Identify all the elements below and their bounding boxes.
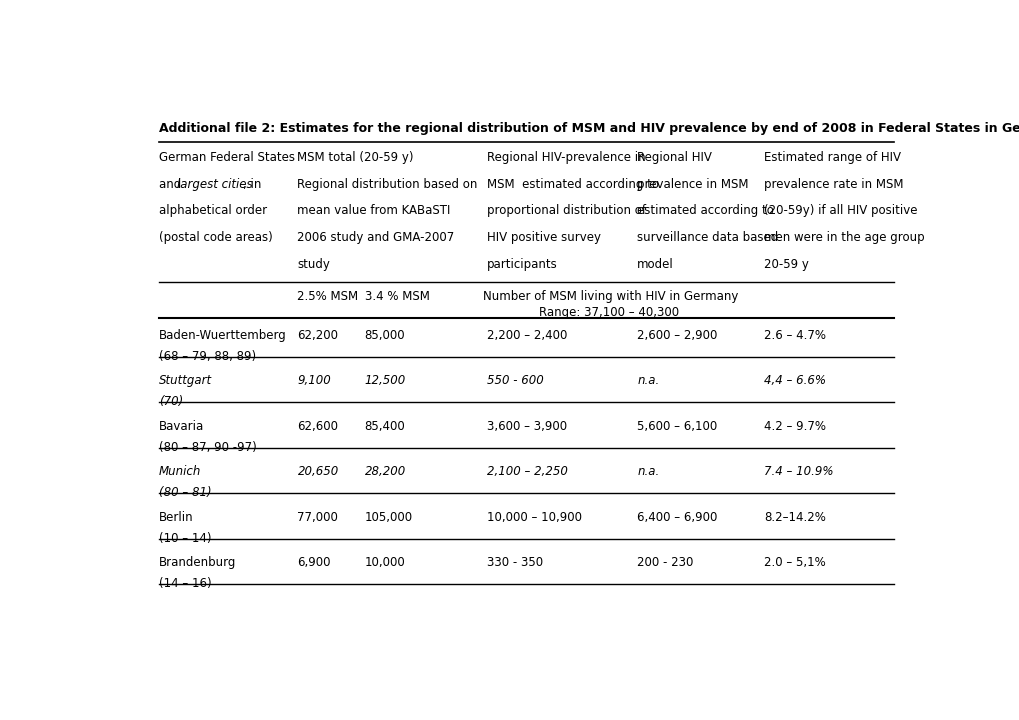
- Text: 20,650: 20,650: [298, 465, 338, 478]
- Text: mean value from KABaSTI: mean value from KABaSTI: [298, 204, 450, 217]
- Text: 3,600 – 3,900: 3,600 – 3,900: [487, 420, 567, 433]
- Text: 7.4 – 10.9%: 7.4 – 10.9%: [763, 465, 833, 478]
- Text: (postal code areas): (postal code areas): [159, 231, 273, 244]
- Text: largest cities: largest cities: [176, 178, 252, 191]
- Text: 4.2 – 9.7%: 4.2 – 9.7%: [763, 420, 825, 433]
- Text: Number of MSM living with HIV in Germany: Number of MSM living with HIV in Germany: [483, 290, 738, 303]
- Text: study: study: [298, 258, 330, 271]
- Text: 200 - 230: 200 - 230: [637, 556, 693, 569]
- Text: men were in the age group: men were in the age group: [763, 231, 923, 244]
- Text: (70): (70): [159, 395, 183, 408]
- Text: 77,000: 77,000: [298, 510, 338, 523]
- Text: 85,000: 85,000: [365, 328, 405, 342]
- Text: 3.4 % MSM: 3.4 % MSM: [365, 290, 429, 303]
- Text: 105,000: 105,000: [365, 510, 413, 523]
- Text: 62,200: 62,200: [298, 328, 338, 342]
- Text: (14 – 16): (14 – 16): [159, 577, 212, 590]
- Text: HIV positive survey: HIV positive survey: [487, 231, 600, 244]
- Text: 8.2–14.2%: 8.2–14.2%: [763, 510, 825, 523]
- Text: 330 - 350: 330 - 350: [487, 556, 543, 569]
- Text: 9,100: 9,100: [298, 374, 331, 387]
- Text: 28,200: 28,200: [365, 465, 406, 478]
- Text: n.a.: n.a.: [637, 374, 659, 387]
- Text: 62,600: 62,600: [298, 420, 338, 433]
- Text: German Federal States: German Federal States: [159, 151, 294, 164]
- Text: n.a.: n.a.: [637, 465, 659, 478]
- Text: alphabetical order: alphabetical order: [159, 204, 267, 217]
- Text: , in: , in: [243, 178, 261, 191]
- Text: 20-59 y: 20-59 y: [763, 258, 808, 271]
- Text: Additional file 2: Estimates for the regional distribution of MSM and HIV preval: Additional file 2: Estimates for the reg…: [159, 122, 1019, 135]
- Text: 2006 study and GMA-2007: 2006 study and GMA-2007: [298, 231, 454, 244]
- Text: Bavaria: Bavaria: [159, 420, 204, 433]
- Text: MSM  estimated according to: MSM estimated according to: [487, 178, 658, 191]
- Text: 10,000: 10,000: [365, 556, 405, 569]
- Text: 2.0 – 5,1%: 2.0 – 5,1%: [763, 556, 824, 569]
- Text: 2,100 – 2,250: 2,100 – 2,250: [487, 465, 568, 478]
- Text: (20-59y) if all HIV positive: (20-59y) if all HIV positive: [763, 204, 916, 217]
- Text: Regional distribution based on: Regional distribution based on: [298, 178, 477, 191]
- Text: MSM total (20-59 y): MSM total (20-59 y): [298, 151, 414, 164]
- Text: Brandenburg: Brandenburg: [159, 556, 236, 569]
- Text: Estimated range of HIV: Estimated range of HIV: [763, 151, 900, 164]
- Text: (68 – 79, 88, 89): (68 – 79, 88, 89): [159, 350, 256, 363]
- Text: model: model: [637, 258, 674, 271]
- Text: Berlin: Berlin: [159, 510, 194, 523]
- Text: Regional HIV: Regional HIV: [637, 151, 711, 164]
- Text: 6,400 – 6,900: 6,400 – 6,900: [637, 510, 717, 523]
- Text: (80 – 87, 90 -97): (80 – 87, 90 -97): [159, 441, 257, 454]
- Text: 2,200 – 2,400: 2,200 – 2,400: [487, 328, 567, 342]
- Text: Munich: Munich: [159, 465, 202, 478]
- Text: 2.6 – 4.7%: 2.6 – 4.7%: [763, 328, 825, 342]
- Text: prevalence rate in MSM: prevalence rate in MSM: [763, 178, 903, 191]
- Text: 550 - 600: 550 - 600: [487, 374, 543, 387]
- Text: 2.5% MSM: 2.5% MSM: [298, 290, 359, 303]
- Text: Regional HIV-prevalence in: Regional HIV-prevalence in: [487, 151, 645, 164]
- Text: surveillance data based: surveillance data based: [637, 231, 777, 244]
- Text: (80 – 81): (80 – 81): [159, 486, 212, 499]
- Text: 6,900: 6,900: [298, 556, 330, 569]
- Text: Range: 37,100 – 40,300: Range: 37,100 – 40,300: [538, 307, 678, 320]
- Text: 10,000 – 10,900: 10,000 – 10,900: [487, 510, 582, 523]
- Text: 12,500: 12,500: [365, 374, 406, 387]
- Text: 85,400: 85,400: [365, 420, 405, 433]
- Text: 2,600 – 2,900: 2,600 – 2,900: [637, 328, 717, 342]
- Text: proportional distribution of: proportional distribution of: [487, 204, 646, 217]
- Text: 4,4 – 6.6%: 4,4 – 6.6%: [763, 374, 825, 387]
- Text: Stuttgart: Stuttgart: [159, 374, 212, 387]
- Text: prevalence in MSM: prevalence in MSM: [637, 178, 748, 191]
- Text: and: and: [159, 178, 184, 191]
- Text: (10 – 14): (10 – 14): [159, 531, 211, 544]
- Text: estimated according to: estimated according to: [637, 204, 773, 217]
- Text: Baden-Wuerttemberg: Baden-Wuerttemberg: [159, 328, 286, 342]
- Text: 5,600 – 6,100: 5,600 – 6,100: [637, 420, 717, 433]
- Text: participants: participants: [487, 258, 557, 271]
